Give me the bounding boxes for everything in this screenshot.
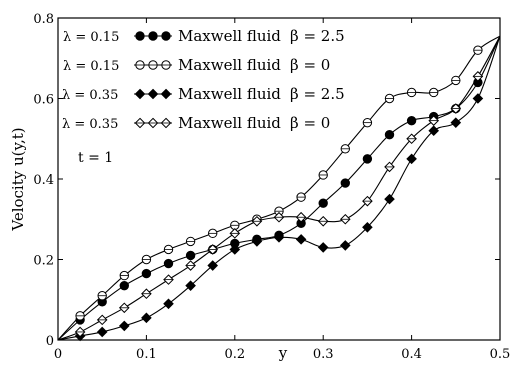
axes: 0 0.1 0.2 0.3 0.4 0.5 0 0.2 0.4 0.6 0.8 y Velocity u… bbox=[9, 12, 510, 362]
x-tick-label: 0.3 bbox=[313, 347, 334, 362]
legend-marker-1 bbox=[135, 31, 145, 41]
series-1-point bbox=[340, 178, 350, 188]
x-tick-label: 0.1 bbox=[136, 347, 157, 362]
legend-lambda-4: λ = 0.35 bbox=[62, 117, 118, 132]
series-1-point bbox=[406, 115, 417, 126]
series-1-point bbox=[185, 250, 196, 261]
y-tick-label: 0.8 bbox=[33, 12, 54, 27]
legend-lambda-2: λ = 0.15 bbox=[63, 59, 119, 74]
y-tick-label: 0.4 bbox=[33, 173, 54, 188]
legend-beta-3: β = 2.5 bbox=[290, 85, 345, 103]
legend-beta-1: β = 2.5 bbox=[290, 27, 345, 45]
y-axis-label: Velocity u(y,t) bbox=[9, 127, 27, 231]
series-1-point bbox=[384, 130, 395, 140]
series-1-point bbox=[318, 198, 328, 208]
series-3-point bbox=[118, 320, 130, 332]
series-1-point bbox=[119, 280, 130, 291]
x-tick-label: 0 bbox=[54, 347, 62, 362]
series-3-point bbox=[96, 326, 108, 338]
x-tick-label: 0.2 bbox=[224, 347, 245, 362]
x-axis-label: y bbox=[278, 344, 288, 362]
x-tick-label: 0.5 bbox=[490, 347, 511, 362]
y-tick-label: 0.6 bbox=[33, 93, 54, 108]
series-3-point bbox=[362, 221, 373, 233]
series-line-4 bbox=[57, 35, 501, 341]
y-tick-label: 0 bbox=[46, 334, 54, 349]
legend-name-3: Maxwell fluid bbox=[178, 85, 281, 103]
series-3-point bbox=[428, 125, 440, 137]
series-1-point bbox=[163, 258, 174, 269]
legend: λ = 0.15 Maxwell fluid β = 2.5 λ = 0.15 Maxw… bbox=[62, 27, 345, 132]
series-3-point bbox=[185, 280, 196, 291]
legend-lambda-3: λ = 0.35 bbox=[62, 88, 118, 103]
legend-lambda-1: λ = 0.15 bbox=[63, 30, 119, 45]
series-1-point bbox=[141, 268, 152, 279]
series-line-2 bbox=[57, 35, 501, 341]
series-curves bbox=[57, 35, 501, 342]
series-3-point bbox=[406, 153, 417, 165]
time-annotation: t = 1 bbox=[78, 150, 113, 166]
series-3-point bbox=[384, 193, 395, 205]
series-3-point bbox=[295, 234, 307, 245]
legend-marker-3 bbox=[147, 88, 159, 100]
series-3-point bbox=[450, 117, 462, 128]
y-tick-label: 0.2 bbox=[33, 254, 54, 269]
legend-marker-3 bbox=[134, 88, 146, 100]
series-3-point bbox=[229, 244, 241, 255]
legend-marker-1 bbox=[148, 31, 158, 41]
legend-name-4: Maxwell fluid bbox=[178, 114, 281, 132]
x-tick-label: 0.4 bbox=[401, 347, 422, 362]
series-3-point bbox=[317, 242, 329, 253]
series-3-point bbox=[273, 232, 285, 243]
legend-name-2: Maxwell fluid bbox=[178, 56, 281, 74]
series-3-point bbox=[207, 260, 219, 271]
legend-marker-1 bbox=[161, 31, 171, 41]
legend-name-1: Maxwell fluid bbox=[178, 27, 281, 45]
series-line-3 bbox=[57, 35, 501, 341]
legend-marker-3 bbox=[160, 88, 172, 100]
series-3-point bbox=[472, 93, 484, 104]
series-3-point bbox=[339, 240, 351, 251]
series-3-point bbox=[141, 312, 152, 324]
series-3-point bbox=[251, 236, 263, 247]
series-3-point bbox=[163, 298, 174, 310]
series-line-1 bbox=[57, 35, 501, 341]
legend-beta-2: β = 0 bbox=[290, 56, 330, 74]
series-1-point bbox=[362, 154, 373, 164]
legend-beta-4: β = 0 bbox=[290, 114, 330, 132]
